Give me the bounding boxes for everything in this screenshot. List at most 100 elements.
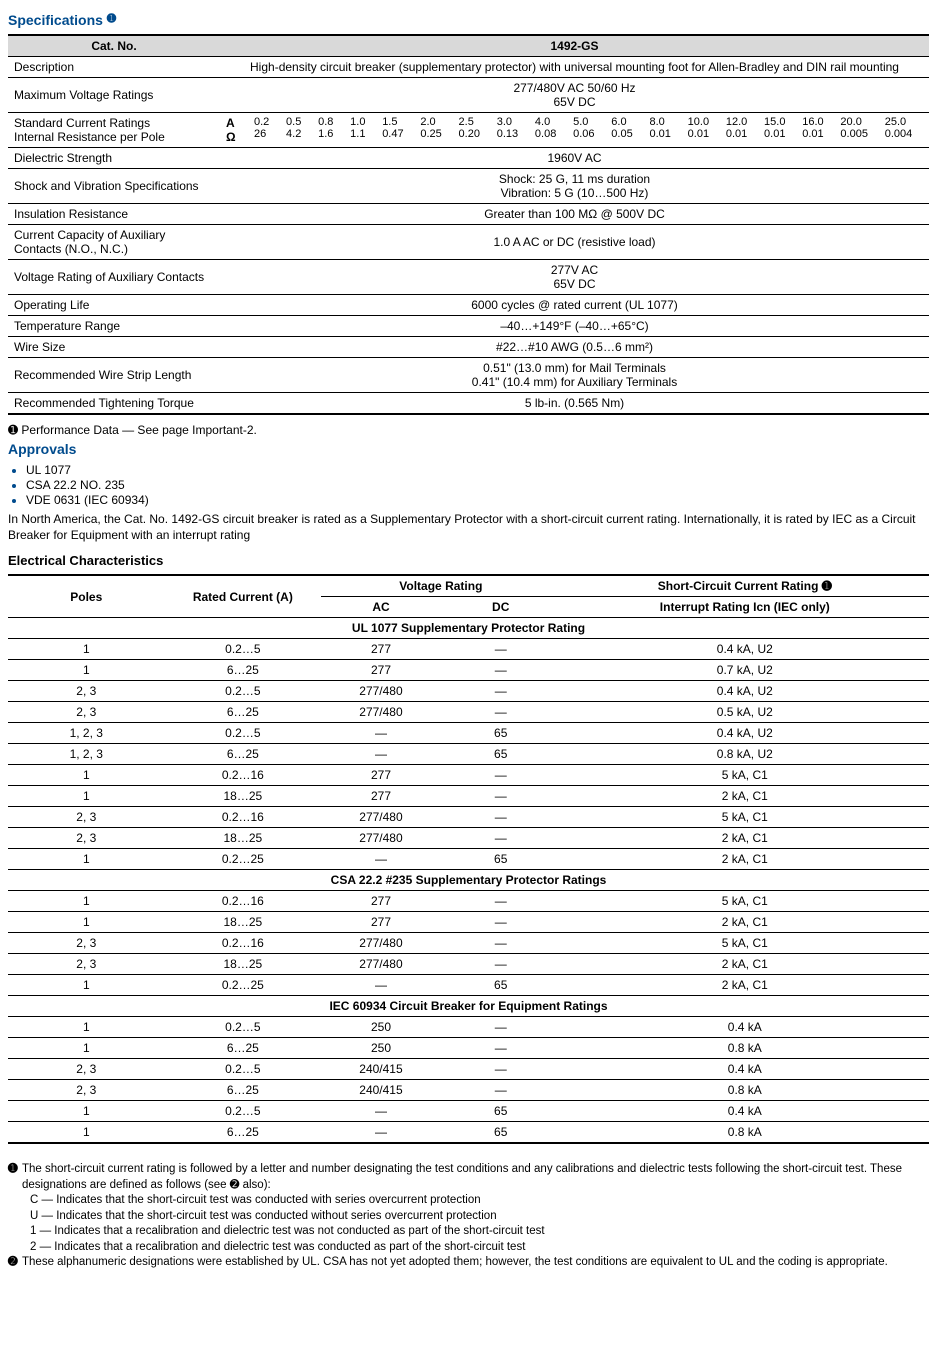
ec-cell: 2, 3: [8, 1080, 165, 1101]
ec-cell: —: [321, 1122, 441, 1144]
rating-ohm: 0.47: [382, 128, 414, 140]
spec-line: 65V DC: [226, 277, 923, 291]
ec-cell: 0.2…5: [165, 1017, 322, 1038]
spec-line: Vibration: 5 G (10…500 Hz): [226, 186, 923, 200]
ec-cell: 0.2…5: [165, 1059, 322, 1080]
spec-line: 277V AC: [226, 263, 923, 277]
ec-section-title: IEC 60934 Circuit Breaker for Equipment …: [8, 996, 929, 1017]
table-row: 118…25277—2 kA, C1: [8, 912, 929, 933]
ec-cell: 0.5 kA, U2: [561, 702, 929, 723]
footnote-1-text: The short-circuit current rating is foll…: [22, 1162, 929, 1193]
rating-amp: 12.0: [726, 116, 758, 128]
spec-row-value: Greater than 100 MΩ @ 500V DC: [220, 204, 929, 225]
ec-cell: 0.2…16: [165, 765, 322, 786]
ec-cell: 0.4 kA: [561, 1059, 929, 1080]
ec-section-title: CSA 22.2 #235 Supplementary Protector Ra…: [8, 870, 929, 891]
rating-ohm: 0.06: [573, 128, 605, 140]
rating-amp: 8.0: [649, 116, 681, 128]
ec-cell: —: [321, 849, 441, 870]
ec-cell: 277/480: [321, 702, 441, 723]
table-row: 1, 2, 30.2…5—650.4 kA, U2: [8, 723, 929, 744]
table-row: 16…25277—0.7 kA, U2: [8, 660, 929, 681]
table-row: 2, 30.2…5240/415—0.4 kA: [8, 1059, 929, 1080]
spec-row-value: 1.0 A AC or DC (resistive load): [220, 225, 929, 260]
spec-row-value: 5 lb-in. (0.565 Nm): [220, 393, 929, 415]
table-row: 10.2…16277—5 kA, C1: [8, 891, 929, 912]
rating-amp: 15.0: [764, 116, 796, 128]
spec-row-value: –40…+149°F (–40…+65°C): [220, 316, 929, 337]
ec-cell: —: [441, 1038, 561, 1059]
ec-cell: 6…25: [165, 702, 322, 723]
table-row: 10.2…25—652 kA, C1: [8, 975, 929, 996]
ec-cell: 65: [441, 849, 561, 870]
rating-ohm: 0.08: [535, 128, 567, 140]
ec-cell: 0.8 kA: [561, 1122, 929, 1144]
ec-cell: —: [441, 1080, 561, 1101]
rating-amp: 6.0: [611, 116, 643, 128]
ec-cell: —: [441, 639, 561, 660]
table-row: 10.2…25—652 kA, C1: [8, 849, 929, 870]
table-row: 16…25250—0.8 kA: [8, 1038, 929, 1059]
table-row: 2, 30.2…16277/480—5 kA, C1: [8, 807, 929, 828]
spec-line: 277/480V AC 50/60 Hz: [226, 81, 923, 95]
ec-cell: 5 kA, C1: [561, 765, 929, 786]
rating-amp: 1.0: [350, 116, 376, 128]
footnote-12: 2 — Indicates that a recalibration and d…: [30, 1240, 929, 1256]
ec-cell: 2, 3: [8, 828, 165, 849]
ec-cell: 2 kA, C1: [561, 786, 929, 807]
ec-cell: 18…25: [165, 828, 322, 849]
table-row: 10.2…5—650.4 kA: [8, 1101, 929, 1122]
ec-cell: 277/480: [321, 933, 441, 954]
approvals-list: UL 1077CSA 22.2 NO. 235VDE 0631 (IEC 609…: [8, 463, 929, 507]
ec-cell: —: [441, 1059, 561, 1080]
ec-cell: —: [321, 723, 441, 744]
table-row: 1, 2, 36…25—650.8 kA, U2: [8, 744, 929, 765]
rating-amp: 2.0: [420, 116, 452, 128]
ec-cell: 0.2…5: [165, 723, 322, 744]
ec-cell: 5 kA, C1: [561, 933, 929, 954]
ec-cell: 0.4 kA, U2: [561, 681, 929, 702]
ec-cell: 1, 2, 3: [8, 744, 165, 765]
ec-cell: 1: [8, 849, 165, 870]
ec-cell: 2 kA, C1: [561, 849, 929, 870]
rating-amp: 0.2: [254, 116, 280, 128]
ec-cell: 0.4 kA: [561, 1017, 929, 1038]
rating-amp: 20.0: [840, 116, 878, 128]
rating-ohm: 26: [254, 128, 280, 140]
footnotes-block: ➊ The short-circuit current rating is fo…: [8, 1162, 929, 1271]
ec-cell: 18…25: [165, 954, 322, 975]
ec-cell: —: [441, 786, 561, 807]
ec-cell: 2 kA, C1: [561, 828, 929, 849]
ec-cell: 2, 3: [8, 681, 165, 702]
ec-cell: 277/480: [321, 954, 441, 975]
ec-cell: 277: [321, 639, 441, 660]
rating-amp: 2.5: [459, 116, 491, 128]
ec-cell: 0.8 kA: [561, 1080, 929, 1101]
ec-cell: 6…25: [165, 660, 322, 681]
ec-cell: 6…25: [165, 1080, 322, 1101]
electrical-table: Poles Rated Current (A) Voltage Rating S…: [8, 574, 929, 1144]
approval-item: UL 1077: [26, 463, 929, 477]
rating-amp: 25.0: [885, 116, 923, 128]
footnote-2-text: These alphanumeric designations were est…: [22, 1255, 888, 1271]
table-row: 2, 30.2…16277/480—5 kA, C1: [8, 933, 929, 954]
rating-ohm: 0.13: [497, 128, 529, 140]
spec-row-label: Current Capacity of Auxiliary Contacts (…: [8, 225, 220, 260]
ec-cell: 277: [321, 660, 441, 681]
performance-note: ➊ Performance Data — See page Important-…: [8, 423, 929, 437]
spec-row-value: 0.51" (13.0 mm) for Mail Terminals 0.41"…: [220, 358, 929, 393]
ec-cell: 2 kA, C1: [561, 975, 929, 996]
ec-cell: 277: [321, 786, 441, 807]
ec-cell: 6…25: [165, 1038, 322, 1059]
ec-cell: 277: [321, 912, 441, 933]
spec-row-value: 277/480V AC 50/60 Hz 65V DC: [220, 78, 929, 113]
ec-cell: 277/480: [321, 807, 441, 828]
table-row: 118…25277—2 kA, C1: [8, 786, 929, 807]
ec-cell: —: [441, 1017, 561, 1038]
spec-row-label: Wire Size: [8, 337, 220, 358]
approvals-heading: Approvals: [8, 441, 929, 457]
ec-cell: 65: [441, 723, 561, 744]
ec-cell: 18…25: [165, 912, 322, 933]
ec-header-dc: DC: [441, 597, 561, 618]
rating-ohm: 0.01: [649, 128, 681, 140]
